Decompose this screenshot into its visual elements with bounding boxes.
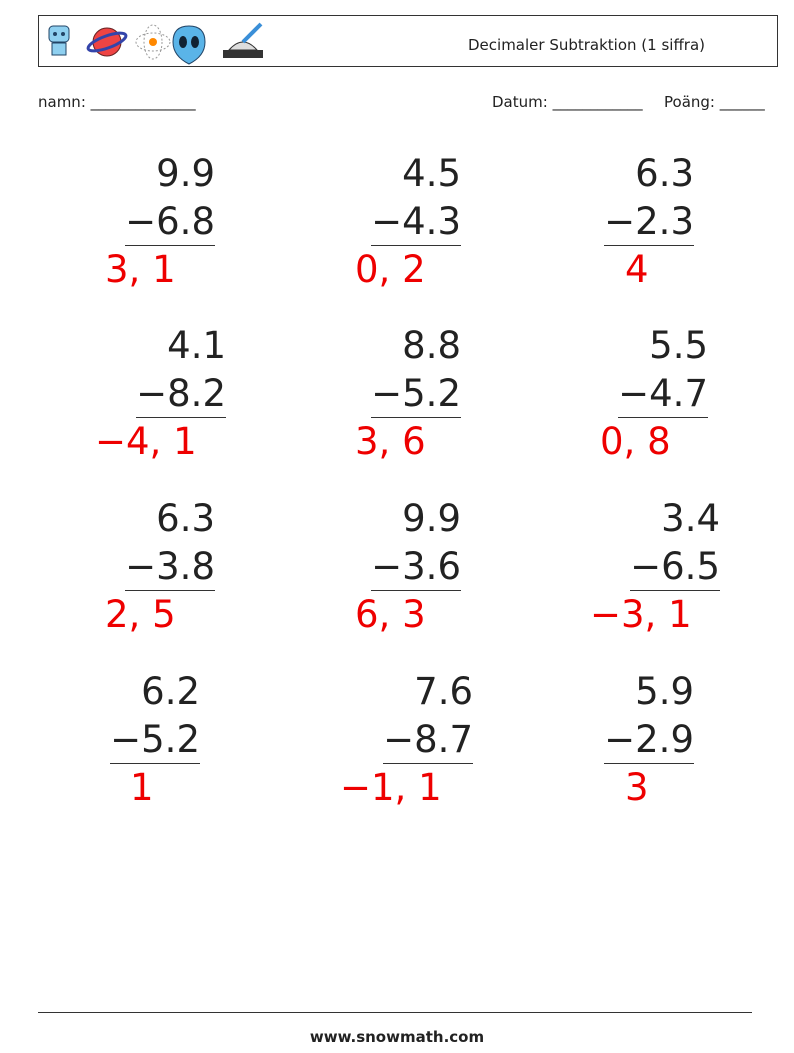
lever-icon	[223, 22, 263, 58]
subtrahend: −3.6	[371, 544, 461, 591]
problem: 7.6 −8.7	[383, 668, 473, 764]
problem: 3.4 −6.5	[630, 495, 720, 591]
subtrahend: −2.3	[604, 199, 694, 246]
problem: 6.3 −2.3	[604, 150, 694, 246]
score-field: Poäng: ______	[664, 93, 765, 111]
minuend: 9.9	[156, 152, 215, 195]
subtrahend: −8.2	[136, 371, 226, 418]
answer: 0, 2	[355, 248, 426, 291]
subtrahend-row: −6.8	[125, 198, 215, 246]
answer: −4, 1	[95, 420, 197, 463]
subtrahend: −5.2	[110, 717, 200, 764]
footer-url: www.snowmath.com	[309, 1028, 485, 1046]
planet-icon	[86, 27, 128, 57]
minuend: 6.2	[141, 670, 200, 713]
minuend: 8.8	[402, 324, 461, 367]
subtrahend-row: −5.2	[371, 370, 461, 418]
problem: 6.3 −3.8	[125, 495, 215, 591]
footer-rule	[38, 1012, 752, 1013]
subtrahend-row: −4.3	[371, 198, 461, 246]
answer: 3, 1	[105, 248, 176, 291]
minuend: 9.9	[402, 497, 461, 540]
answer: 1	[130, 766, 154, 809]
subtrahend-row: −5.2	[110, 716, 200, 764]
problem: 4.5 −4.3	[371, 150, 461, 246]
minuend: 4.1	[167, 324, 226, 367]
subtrahend-row: −6.5	[630, 543, 720, 591]
subtrahend-row: −8.2	[136, 370, 226, 418]
answer: −1, 1	[340, 766, 442, 809]
minuend: 6.3	[635, 152, 694, 195]
header-box	[38, 15, 778, 67]
date-field: Datum: ____________	[492, 93, 643, 111]
subtrahend: −8.7	[383, 717, 473, 764]
problem: 8.8 −5.2	[371, 322, 461, 418]
problem: 5.5 −4.7	[618, 322, 708, 418]
minuend: 3.4	[661, 497, 720, 540]
answer: 0, 8	[600, 420, 671, 463]
subtrahend: −6.5	[630, 544, 720, 591]
problem: 4.1 −8.2	[136, 322, 226, 418]
minuend: 7.6	[414, 670, 473, 713]
minuend: 6.3	[156, 497, 215, 540]
minuend: 5.5	[649, 324, 708, 367]
minuend: 5.9	[635, 670, 694, 713]
subtrahend-row: −3.8	[125, 543, 215, 591]
answer: 3	[625, 766, 649, 809]
answer: 3, 6	[355, 420, 426, 463]
problem: 9.9 −3.6	[371, 495, 461, 591]
subtrahend: −4.7	[618, 371, 708, 418]
subtrahend: −5.2	[371, 371, 461, 418]
answer: 4	[625, 248, 649, 291]
subtrahend: −6.8	[125, 199, 215, 246]
subtrahend: −4.3	[371, 199, 461, 246]
subtrahend: −3.8	[125, 544, 215, 591]
worksheet-title: Decimaler Subtraktion (1 siffra)	[468, 36, 705, 54]
subtrahend: −2.9	[604, 717, 694, 764]
answer: 6, 3	[355, 593, 426, 636]
subtrahend-row: −8.7	[383, 716, 473, 764]
problem: 6.2 −5.2	[110, 668, 200, 764]
name-field: namn: ______________	[38, 93, 196, 111]
header-icons	[48, 22, 263, 65]
answer: −3, 1	[590, 593, 692, 636]
atom-icon	[135, 24, 171, 60]
minuend: 4.5	[402, 152, 461, 195]
subtrahend-row: −3.6	[371, 543, 461, 591]
problem: 5.9 −2.9	[604, 668, 694, 764]
subtrahend-row: −2.3	[604, 198, 694, 246]
robot-icon	[48, 25, 70, 56]
subtrahend-row: −2.9	[604, 716, 694, 764]
subtrahend-row: −4.7	[618, 370, 708, 418]
problem: 9.9 −6.8	[125, 150, 215, 246]
alien-icon	[172, 25, 206, 65]
answer: 2, 5	[105, 593, 176, 636]
